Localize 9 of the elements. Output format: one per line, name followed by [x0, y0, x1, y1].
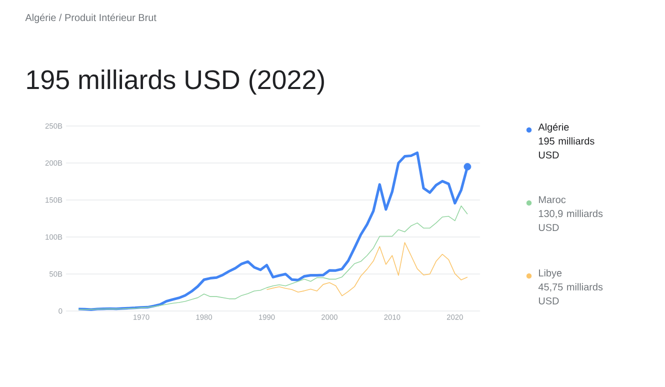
line-series — [266, 242, 468, 296]
chart-title: 195 milliards USD (2022) — [27, 70, 324, 95]
text: 195 milliards USD — [538, 137, 594, 159]
legend-label: Algérie — [538, 123, 569, 133]
legend-label: Maroc — [539, 196, 566, 204]
text: 45,75 milliards USD — [538, 283, 603, 304]
legend-label: Libye — [539, 269, 562, 278]
text: 130,9 milliards USD — [538, 210, 603, 232]
chart-subtitle: Algérie / Produit Intérieur Brut — [25, 14, 156, 24]
